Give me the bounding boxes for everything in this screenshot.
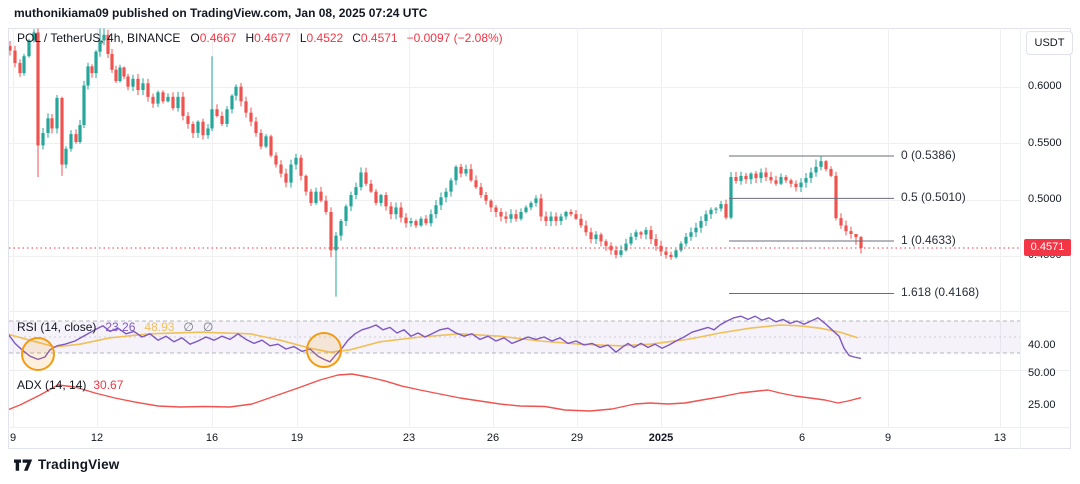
fib-level-label: 1.618 (0.4168) — [901, 285, 980, 300]
tradingview-logo[interactable]: TradingView — [14, 457, 119, 472]
adx-indicator-legend: ADX (14, 14) 30.67 — [17, 378, 123, 392]
adx-value: 30.67 — [93, 378, 124, 392]
currency-toggle-button[interactable]: USDT — [1026, 31, 1073, 55]
fib-level-label: 0.5 (0.5010) — [901, 190, 966, 205]
rsi-value: 23.26 — [105, 320, 136, 334]
rsi-empty-set-icon: ∅ — [202, 320, 214, 334]
legend-change-value: −0.0097 (−2.08%) — [406, 31, 503, 45]
legend-low-label: L — [299, 31, 307, 45]
legend-high-value: 0.4677 — [254, 31, 291, 45]
rsi-ma-value: 48.93 — [144, 320, 175, 334]
tradingview-brand-text: TradingView — [38, 457, 120, 472]
rsi-title: RSI (14, close) — [17, 320, 97, 334]
tradingview-logo-icon — [14, 459, 33, 471]
legend-open-label: O — [190, 31, 200, 45]
legend-close-label: C — [352, 31, 361, 45]
legend-open-value: 0.4667 — [199, 31, 237, 45]
publish-attribution-line: muthonikiama09 published on TradingView.… — [14, 6, 428, 20]
fib-level-label: 1 (0.4633) — [901, 232, 956, 247]
fib-level-label: 0 (0.5386) — [901, 147, 956, 162]
legend-low-value: 0.4522 — [306, 31, 344, 45]
adx-title: ADX (14, 14) — [17, 378, 87, 392]
rsi-indicator-legend: RSI (14, close) 23.26 48.93 ∅ ∅ — [17, 320, 213, 334]
current-price-badge: 0.4571 — [1024, 239, 1071, 257]
symbol-legend: POL / TetherUS, 4h, BINANCE O0.4667 H0.467… — [17, 31, 503, 45]
legend-symbol: POL / TetherUS, 4h, BINANCE — [17, 31, 181, 45]
legend-close-value: 0.4571 — [360, 31, 398, 45]
rsi-empty-set-icon: ∅ — [183, 320, 194, 334]
legend-high-label: H — [245, 31, 255, 45]
